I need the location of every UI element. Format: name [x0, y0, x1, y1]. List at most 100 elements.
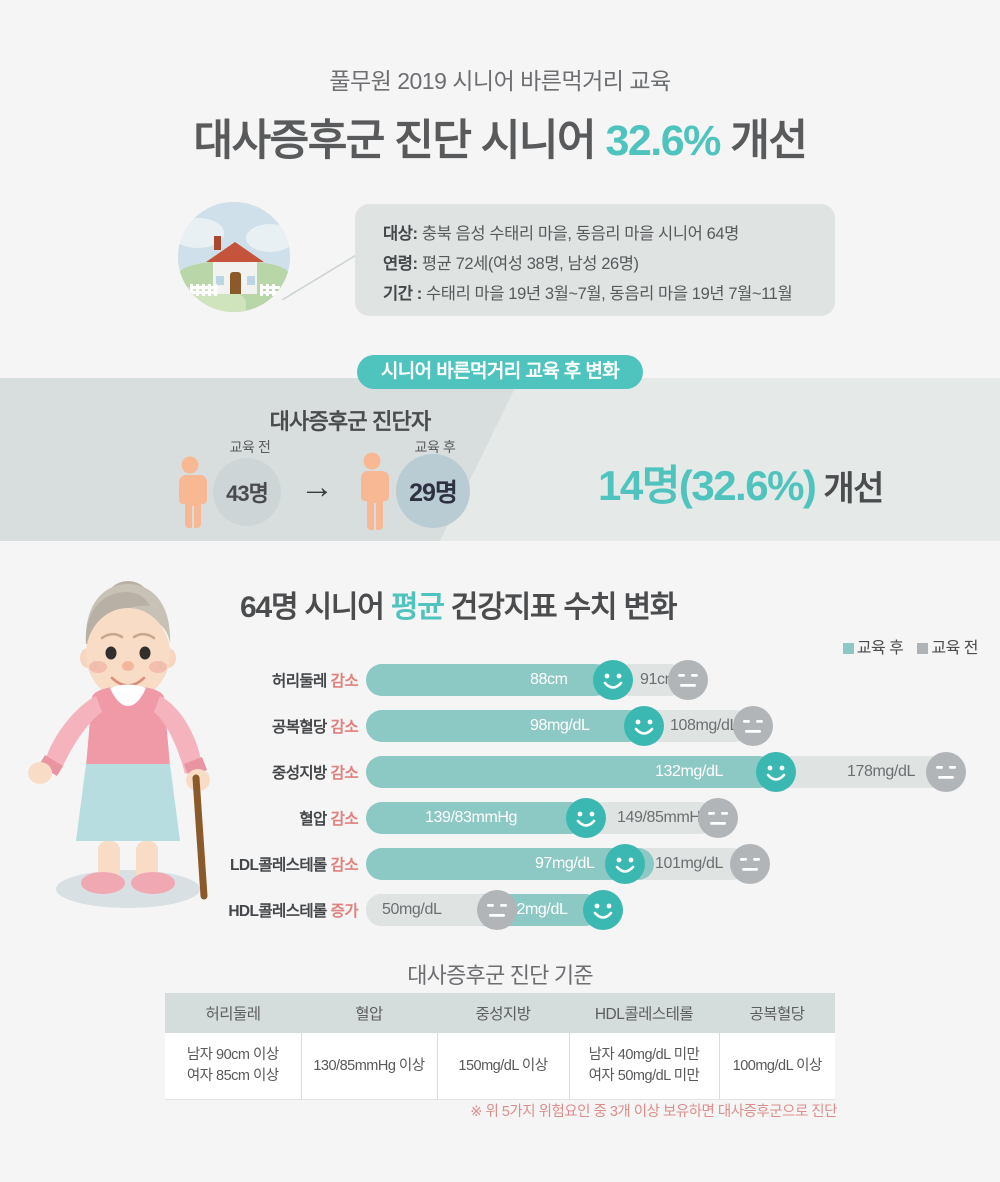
row-label-fasting-glucose: 공복혈당 감소: [272, 719, 359, 736]
change-band: [0, 378, 1000, 541]
before-count-circle: 43명: [213, 458, 281, 526]
info-label-period: 기간 :: [383, 285, 422, 303]
info-label-age: 연령:: [383, 255, 418, 273]
col-header-hdl: HDL콜레스테롤: [569, 993, 719, 1033]
row-label-ldl: LDL콜레스테롤 감소: [230, 857, 359, 874]
legend-swatch-before: [917, 643, 929, 654]
col-header-blood-pressure: 혈압: [301, 993, 437, 1033]
page-title: 대사증후군 진단 시니어 32.6% 개선: [0, 106, 1000, 168]
chart-title-accent: 평균: [390, 591, 445, 624]
row-label-waist: 허리둘레 감소: [272, 673, 359, 690]
leader-line: [282, 254, 358, 300]
smile-face-icon: [583, 890, 623, 930]
chart-row: 중성지방 감소 132mg/dL 178mg/dL: [0, 752, 1000, 792]
neutral-face-icon: [926, 752, 966, 792]
value-before-ldl: 101mg/dL: [655, 855, 723, 872]
bar-after-triglyceride: [366, 756, 774, 788]
chart-title-pre: 64명 시니어: [240, 591, 391, 624]
value-after-ldl: 97mg/dL: [535, 855, 595, 872]
neutral-face-icon: [668, 660, 708, 700]
village-illustration: [178, 202, 358, 312]
neutral-face-icon: [477, 890, 517, 930]
smile-face-icon: [756, 752, 796, 792]
info-value-period: 수태리 마을 19년 3월~7월, 동음리 마을 19년 7월~11월: [426, 285, 793, 303]
table-header-row: 허리둘레 혈압 중성지방 HDL콜레스테롤 공복혈당: [165, 993, 835, 1033]
arrow-right-icon: →: [300, 468, 334, 506]
smile-face-icon: [605, 844, 645, 884]
info-value-target: 충북 음성 수태리 마을, 동음리 마을 시니어 64명: [421, 225, 739, 243]
cell-waist-criteria: 남자 90cm 이상 여자 85cm 이상: [165, 1033, 301, 1100]
improvement-suffix: 개선: [815, 470, 884, 508]
smile-face-icon: [624, 706, 664, 746]
cell-triglyceride-criteria: 150mg/dL 이상: [436, 1033, 569, 1100]
table-row: 남자 90cm 이상 여자 85cm 이상 130/85mmHg 이상 150m…: [165, 1033, 835, 1100]
row-label-hdl: HDL콜레스테롤 증가: [228, 903, 358, 920]
neutral-face-icon: [698, 798, 738, 838]
col-header-fasting-glucose: 공복혈당: [719, 993, 835, 1033]
value-after-fasting-glucose: 98mg/dL: [530, 717, 590, 734]
chimney-shape: [214, 236, 221, 250]
title-post: 개선: [719, 117, 808, 165]
value-before-hdl: 50mg/dL: [382, 901, 442, 918]
footnote: ※ 위 5가지 위험요인 중 3개 이상 보유하면 대사증후군으로 진단: [470, 1104, 837, 1120]
chart-row: 공복혈당 감소 98mg/dL 108mg/dL: [0, 706, 1000, 746]
legend-label-after: 교육 후: [856, 640, 904, 657]
smile-face-icon: [593, 660, 633, 700]
improvement-summary: 14명(32.6%) 개선: [598, 452, 884, 513]
neutral-face-icon: [730, 844, 770, 884]
value-before-triglyceride: 178mg/dL: [847, 763, 915, 780]
cell-glucose-criteria: 100mg/dL 이상: [718, 1033, 835, 1100]
bar-before-hdl: [366, 894, 496, 926]
cell-hdl-criteria: 남자 40mg/dL 미만 여자 50mg/dL 미만: [568, 1033, 719, 1100]
person-icon-before: [179, 456, 207, 528]
chart-title-post: 건강지표 수치 변화: [443, 591, 678, 624]
value-before-blood-pressure: 149/85mmHg: [617, 809, 710, 826]
value-after-triglyceride: 132mg/dL: [655, 763, 723, 780]
bar-after-fasting-glucose: [366, 710, 644, 742]
cell-bp-criteria: 130/85mmHg 이상: [300, 1033, 437, 1100]
value-before-fasting-glucose: 108mg/dL: [670, 717, 738, 734]
diagnosed-count-title: 대사증후군 진단자: [269, 409, 432, 434]
label-before-education: 교육 전: [229, 439, 271, 455]
senior-woman-illustration: [28, 581, 210, 908]
title-pre: 대사증후군 진단 시니어: [193, 117, 606, 165]
chart-row: 혈압 감소 139/83mmHg 149/85mmHg: [0, 798, 1000, 838]
fence-icon: [190, 284, 218, 296]
label-after-education: 교육 후: [414, 439, 456, 455]
health-indicator-chart: 허리둘레 감소 88cm 91cm 공복혈당 감소 98mg/dL 108mg/dL: [0, 660, 1000, 930]
criteria-table-title: 대사증후군 진단 기준: [407, 963, 593, 988]
house-icon: [178, 202, 290, 312]
info-label-target: 대상:: [383, 225, 418, 243]
info-row-target: 대상: 충북 음성 수태리 마을, 동음리 마을 시니어 64명: [383, 220, 739, 244]
value-after-hdl: 52mg/dL: [508, 901, 568, 918]
bar-after-waist: [366, 664, 611, 696]
bar-after-blood-pressure: [366, 802, 586, 834]
legend-swatch-after: [842, 643, 854, 654]
window-icon: [215, 275, 225, 286]
chart-row: HDL콜레스테롤 증가 50mg/dL 52mg/dL: [0, 890, 1000, 930]
after-count-circle: 29명: [396, 454, 470, 528]
value-after-blood-pressure: 139/83mmHg: [425, 809, 518, 826]
legend-label-before: 교육 전: [931, 640, 978, 657]
row-label-blood-pressure: 혈압 감소: [299, 811, 358, 828]
chart-legend: 교육 후 교육 전: [842, 634, 978, 658]
person-icon-after: [361, 452, 389, 530]
info-value-age: 평균 72세(여성 38명, 남성 26명): [421, 255, 639, 273]
study-info-box: 대상: 충북 음성 수태리 마을, 동음리 마을 시니어 64명 연령: 평균 …: [355, 204, 835, 316]
col-header-triglyceride: 중성지방: [437, 993, 569, 1033]
col-header-waist: 허리둘레: [165, 993, 301, 1033]
neutral-face-icon: [733, 706, 773, 746]
smile-face-icon: [566, 798, 606, 838]
header-subtitle: 풀무원 2019 시니어 바른먹거리 교육: [329, 68, 671, 94]
chart-section-title: 64명 시니어 평균 건강지표 수치 변화: [240, 582, 678, 626]
info-row-period: 기간 : 수태리 마을 19년 3월~7월, 동음리 마을 19년 7월~11월: [383, 280, 793, 304]
fence-icon: [260, 284, 280, 296]
band-pill-label: 시니어 바른먹거리 교육 후 변화: [357, 355, 643, 389]
criteria-table: 허리둘레 혈압 중성지방 HDL콜레스테롤 공복혈당 남자 90cm 이상 여자…: [165, 993, 835, 1101]
improvement-number: 14명(32.6%): [598, 462, 817, 509]
door-icon: [230, 272, 241, 294]
chart-row: 허리둘레 감소 88cm 91cm: [0, 660, 1000, 700]
window-icon: [246, 275, 256, 286]
title-accent-percent: 32.6%: [605, 117, 721, 165]
